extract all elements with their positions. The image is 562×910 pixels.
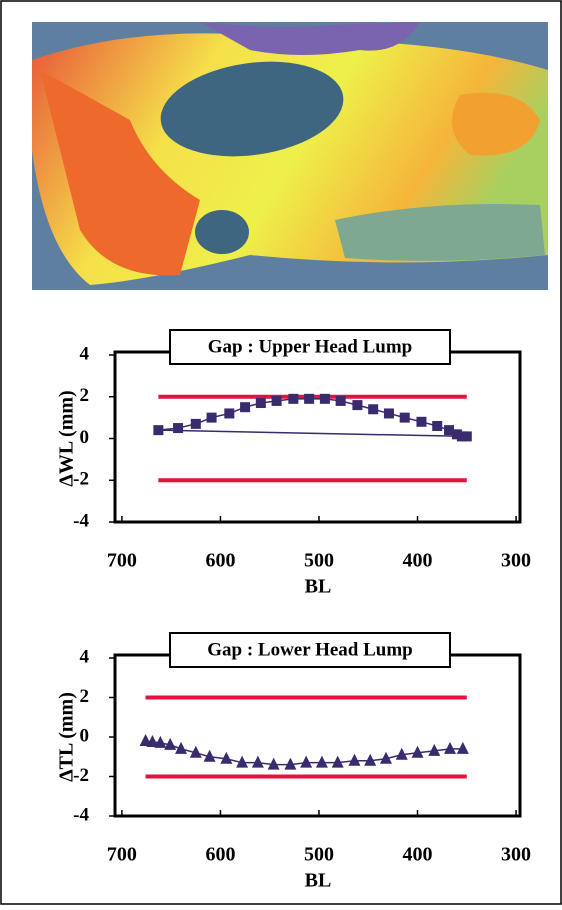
marker xyxy=(224,408,234,418)
chart-title: Gap : Upper Head Lump xyxy=(208,336,412,357)
y-axis-label: ΔTL (mm) xyxy=(56,692,78,782)
marker xyxy=(400,413,410,423)
y-tick-label: -4 xyxy=(73,510,89,531)
x-tick-label: 600 xyxy=(205,550,235,572)
marker xyxy=(304,394,314,404)
x-tick-label: 700 xyxy=(107,550,137,572)
marker xyxy=(432,421,442,431)
y-tick-label: 2 xyxy=(80,385,90,406)
chart-title: Gap : Lower Head Lump xyxy=(207,639,413,660)
marker xyxy=(207,413,217,423)
y-tick-label: 0 xyxy=(80,725,90,746)
x-tick-label: 600 xyxy=(205,844,235,866)
marker xyxy=(336,396,346,406)
marker xyxy=(173,423,183,433)
marker xyxy=(352,400,362,410)
marker xyxy=(320,394,330,404)
marker xyxy=(288,394,298,404)
x-tick-label: 400 xyxy=(403,550,433,572)
x-tick-label: 700 xyxy=(107,844,137,866)
x-tick-label: 300 xyxy=(501,844,531,866)
y-tick-label: -4 xyxy=(73,804,89,825)
x-axis-label: BL xyxy=(305,870,332,892)
y-tick-label: 2 xyxy=(80,686,90,707)
fea-image xyxy=(32,22,548,290)
marker xyxy=(191,419,201,429)
marker xyxy=(272,396,282,406)
y-tick-label: 4 xyxy=(80,646,90,667)
marker xyxy=(416,417,426,427)
y-axis-label: ΔWL (mm) xyxy=(56,390,78,486)
marker xyxy=(368,404,378,414)
marker xyxy=(240,402,250,412)
x-tick-label: 300 xyxy=(501,550,531,572)
x-axis-label: BL xyxy=(305,576,332,598)
marker xyxy=(462,431,472,441)
y-tick-label: 0 xyxy=(80,427,90,448)
figure: -4-2024700600500400300Gap : Upper Head L… xyxy=(0,0,562,905)
marker xyxy=(384,408,394,418)
y-tick-label: 4 xyxy=(80,343,90,364)
marker xyxy=(153,425,163,435)
x-tick-label: 400 xyxy=(403,844,433,866)
marker xyxy=(256,398,266,408)
x-tick-label: 500 xyxy=(304,844,334,866)
x-tick-label: 500 xyxy=(304,550,334,572)
